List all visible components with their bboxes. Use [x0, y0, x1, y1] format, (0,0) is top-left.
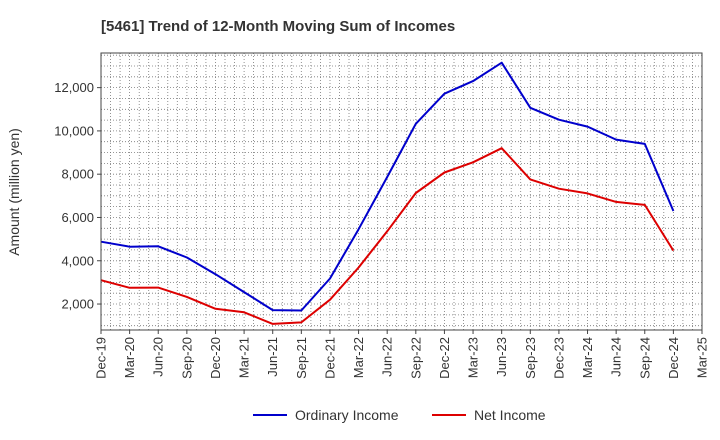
x-tick-label: Sep-23 [523, 337, 538, 379]
x-tick-label: Jun-20 [151, 337, 166, 377]
x-tick-label: Mar-21 [237, 337, 252, 378]
legend: Ordinary Income Net Income [253, 407, 546, 423]
x-tick-label: Sep-24 [637, 337, 652, 379]
y-tick-label: 2,000 [61, 297, 94, 312]
y-tick-label: 4,000 [61, 253, 94, 268]
x-tick-label: Sep-22 [408, 337, 423, 379]
x-tick-label: Mar-20 [122, 337, 137, 378]
y-axis: 2,000 4,000 6,000 8,000 10,000 12,000 [54, 80, 101, 312]
x-tick-label: Dec-22 [437, 337, 452, 379]
x-tick-label: Jun-22 [380, 337, 395, 377]
x-tick-label: Dec-24 [666, 337, 681, 379]
x-tick-label: Jun-24 [609, 337, 624, 377]
y-tick-label: 6,000 [61, 210, 94, 225]
y-tick-label: 8,000 [61, 167, 94, 182]
series-line-net-income [100, 147, 675, 325]
grid [101, 53, 702, 330]
x-tick-label: Dec-21 [323, 337, 338, 379]
x-tick-label: Sep-21 [294, 337, 309, 379]
chart-title: [5461] Trend of 12-Month Moving Sum of I… [101, 18, 455, 35]
x-tick-label: Dec-23 [551, 337, 566, 379]
plot-background [101, 53, 702, 330]
x-axis: Dec-19 Mar-20 Jun-20 Sep-20 Dec-20 Mar-21 Jun-… [94, 330, 710, 379]
x-tick-label: Dec-20 [208, 337, 223, 379]
x-tick-label: Sep-20 [179, 337, 194, 379]
plot-area [100, 52, 703, 331]
y-axis-label: Amount (million yen) [6, 128, 22, 256]
x-tick-label: Mar-24 [580, 337, 595, 378]
legend-label-ordinary-income: Ordinary Income [295, 407, 399, 423]
x-tick-label: Mar-25 [695, 337, 710, 378]
y-tick-label: 12,000 [54, 80, 94, 95]
x-tick-label: Mar-23 [466, 337, 481, 378]
y-tick-label: 10,000 [54, 123, 94, 138]
x-tick-label: Dec-19 [94, 337, 109, 379]
series-line-ordinary-income [100, 61, 675, 312]
x-tick-label: Jun-23 [494, 337, 509, 377]
legend-label-net-income: Net Income [474, 407, 546, 423]
series-lines [100, 61, 675, 325]
x-tick-label: Jun-21 [265, 337, 280, 377]
x-tick-label: Mar-22 [351, 337, 366, 378]
plot-frame [100, 52, 703, 331]
